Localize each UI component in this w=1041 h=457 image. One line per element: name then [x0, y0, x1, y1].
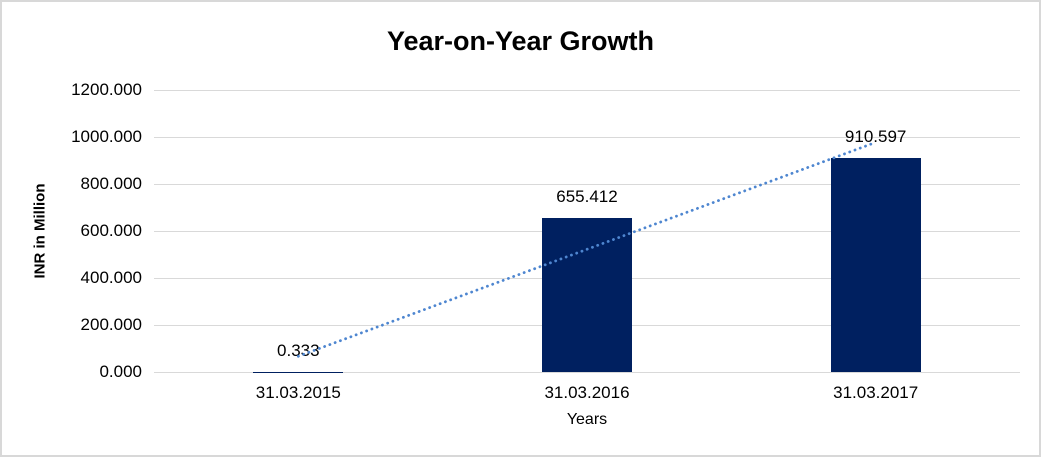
gridline: [154, 372, 1020, 373]
y-tick-label: 600.000: [80, 221, 142, 240]
y-tick-label: 1200.000: [71, 80, 142, 99]
bar-data-label: 910.597: [844, 127, 907, 146]
y-tick-label: 200.000: [80, 315, 142, 334]
chart-title: Year-on-Year Growth: [386, 26, 655, 56]
bar: [542, 217, 632, 372]
x-tick-label: 31.03.2015: [255, 383, 341, 402]
gridline: [154, 137, 1020, 138]
x-tick-label: 31.03.2016: [544, 383, 630, 402]
bar-data-label: 0.333: [277, 340, 320, 360]
x-tick-label: 31.03.2017: [833, 383, 919, 402]
gridline: [154, 90, 1020, 91]
bar-data-label: 655.412: [556, 186, 618, 206]
x-axis-title: Years: [566, 411, 608, 428]
bar: [830, 158, 921, 372]
y-tick-label: 1000.000: [71, 127, 142, 146]
y-tick-label: 0.000: [99, 362, 142, 381]
y-tick-label: 800.000: [80, 174, 142, 193]
y-tick-label: 400.000: [80, 268, 142, 287]
